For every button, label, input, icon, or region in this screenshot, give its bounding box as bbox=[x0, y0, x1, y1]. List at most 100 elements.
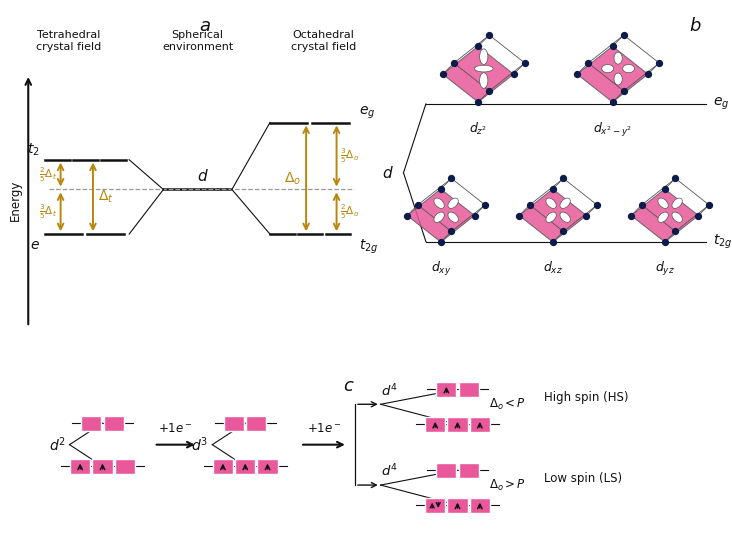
Point bbox=[446, 174, 458, 183]
Polygon shape bbox=[443, 46, 514, 102]
Bar bbox=[246, 416, 266, 430]
Point bbox=[659, 185, 671, 194]
Text: High spin (HS): High spin (HS) bbox=[543, 391, 628, 404]
Text: $d$: $d$ bbox=[382, 165, 394, 181]
Point bbox=[591, 201, 603, 210]
Text: $\Delta_o$: $\Delta_o$ bbox=[285, 170, 302, 187]
Bar bbox=[436, 382, 457, 397]
Point bbox=[670, 174, 681, 183]
Text: $t_2$: $t_2$ bbox=[27, 142, 40, 158]
Bar bbox=[436, 463, 457, 478]
Ellipse shape bbox=[448, 212, 458, 223]
Bar bbox=[92, 459, 113, 474]
Text: $d_{x^2-y^2}$: $d_{x^2-y^2}$ bbox=[593, 121, 632, 139]
Point bbox=[547, 185, 559, 194]
Text: $d^2$: $d^2$ bbox=[49, 435, 66, 454]
Text: $+1e^-$: $+1e^-$ bbox=[307, 422, 341, 435]
Text: $t_{2g}$: $t_{2g}$ bbox=[359, 238, 379, 256]
Point bbox=[558, 174, 569, 183]
Text: $\frac{3}{5}\Delta_t$: $\frac{3}{5}\Delta_t$ bbox=[40, 202, 58, 221]
Point bbox=[446, 227, 458, 236]
Text: $e$: $e$ bbox=[30, 238, 40, 252]
Ellipse shape bbox=[448, 198, 458, 208]
Point bbox=[524, 201, 536, 210]
Bar bbox=[447, 498, 468, 513]
Bar bbox=[470, 498, 490, 513]
Text: $d_{yz}$: $d_{yz}$ bbox=[655, 260, 675, 278]
Polygon shape bbox=[631, 189, 698, 242]
Point bbox=[435, 185, 447, 194]
Text: Low spin (LS): Low spin (LS) bbox=[543, 472, 621, 485]
Point bbox=[448, 59, 460, 67]
Text: $d_{xy}$: $d_{xy}$ bbox=[430, 260, 451, 278]
Ellipse shape bbox=[614, 52, 622, 64]
Bar bbox=[447, 417, 468, 432]
Point bbox=[618, 86, 630, 95]
Point bbox=[483, 86, 495, 95]
Bar bbox=[224, 416, 244, 430]
Point bbox=[583, 59, 594, 67]
Bar bbox=[458, 463, 479, 478]
Ellipse shape bbox=[434, 198, 444, 208]
Ellipse shape bbox=[546, 198, 556, 208]
Ellipse shape bbox=[560, 212, 570, 223]
Point bbox=[659, 237, 671, 246]
Ellipse shape bbox=[658, 198, 668, 208]
Polygon shape bbox=[577, 46, 648, 102]
Ellipse shape bbox=[560, 198, 570, 208]
Point bbox=[625, 211, 637, 220]
Point bbox=[607, 98, 619, 107]
Text: $e_g$: $e_g$ bbox=[359, 104, 376, 121]
Point bbox=[642, 70, 654, 79]
Ellipse shape bbox=[479, 73, 488, 88]
Point bbox=[571, 70, 583, 79]
Text: b: b bbox=[689, 16, 701, 34]
Point bbox=[558, 227, 569, 236]
Bar bbox=[425, 498, 445, 513]
Point bbox=[472, 42, 484, 51]
Text: $\Delta_o < P$: $\Delta_o < P$ bbox=[489, 397, 526, 412]
Bar bbox=[235, 459, 255, 474]
Point bbox=[580, 211, 592, 220]
Text: Spherical
environment: Spherical environment bbox=[162, 30, 234, 52]
Text: $t_{2g}$: $t_{2g}$ bbox=[713, 232, 732, 251]
Text: $d_{z^2}$: $d_{z^2}$ bbox=[469, 121, 488, 137]
Text: Tetrahedral
crystal field: Tetrahedral crystal field bbox=[36, 30, 101, 52]
Ellipse shape bbox=[479, 49, 488, 65]
Ellipse shape bbox=[672, 198, 682, 208]
Text: $\frac{2}{5}\Delta_t$: $\frac{2}{5}\Delta_t$ bbox=[40, 165, 58, 184]
Text: $d^4$: $d^4$ bbox=[381, 463, 397, 480]
Point bbox=[437, 70, 449, 79]
Ellipse shape bbox=[623, 65, 635, 73]
Ellipse shape bbox=[474, 65, 493, 72]
Text: c: c bbox=[343, 377, 353, 395]
Bar bbox=[70, 459, 90, 474]
Text: Octahedral
crystal field: Octahedral crystal field bbox=[291, 30, 356, 52]
Point bbox=[692, 211, 704, 220]
Text: $e_g$: $e_g$ bbox=[713, 96, 730, 112]
Point bbox=[607, 42, 619, 51]
Ellipse shape bbox=[672, 212, 682, 223]
Point bbox=[435, 237, 447, 246]
Bar bbox=[213, 459, 233, 474]
Bar bbox=[425, 417, 445, 432]
Text: $d^4$: $d^4$ bbox=[381, 382, 397, 399]
Point bbox=[636, 201, 648, 210]
Point bbox=[519, 59, 531, 67]
Text: $d$: $d$ bbox=[198, 168, 209, 184]
Text: Energy: Energy bbox=[10, 180, 22, 222]
Point bbox=[703, 201, 715, 210]
Text: $d^3$: $d^3$ bbox=[191, 435, 209, 454]
Bar bbox=[470, 417, 490, 432]
Text: $\frac{3}{5}\Delta_o$: $\frac{3}{5}\Delta_o$ bbox=[340, 147, 359, 165]
Point bbox=[618, 31, 630, 39]
Ellipse shape bbox=[602, 65, 613, 73]
Point bbox=[513, 211, 525, 220]
Bar bbox=[81, 416, 101, 430]
Point bbox=[401, 211, 413, 220]
Ellipse shape bbox=[546, 212, 556, 223]
Text: $\Delta_o > P$: $\Delta_o > P$ bbox=[489, 478, 526, 493]
Point bbox=[483, 31, 495, 39]
Text: $+1e^-$: $+1e^-$ bbox=[158, 422, 193, 435]
Point bbox=[412, 201, 424, 210]
